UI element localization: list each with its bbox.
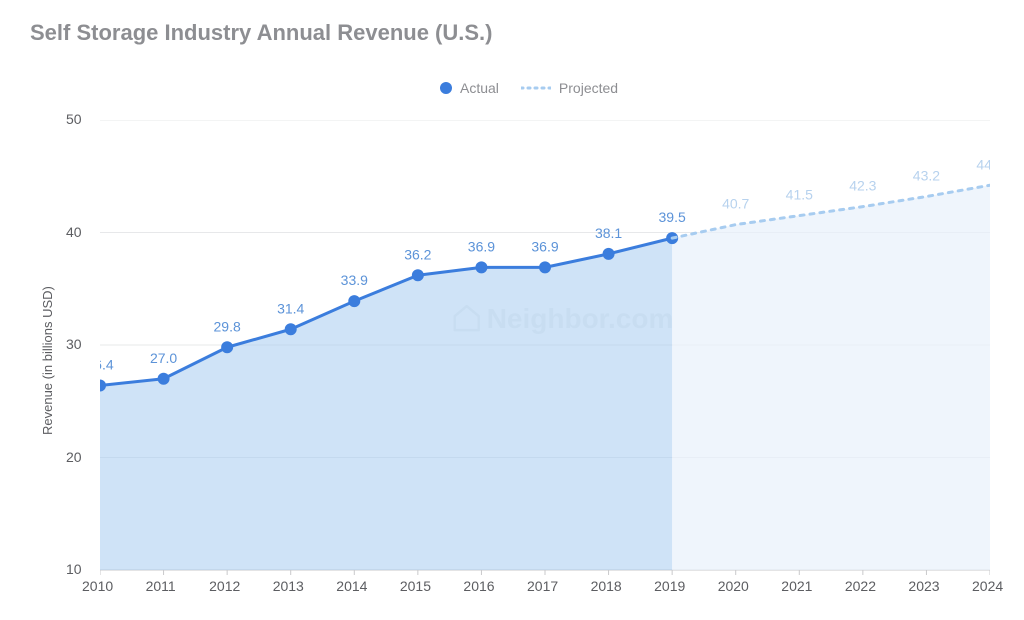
data-label: 36.2 (404, 246, 431, 262)
data-label: 40.7 (722, 196, 749, 212)
y-axis-label: Revenue (in billions USD) (40, 286, 55, 435)
x-tick-label: 2018 (591, 578, 622, 594)
data-label: 36.9 (531, 238, 558, 254)
data-point (221, 341, 233, 353)
data-label: 27.0 (150, 350, 177, 366)
data-label: 36.9 (468, 238, 495, 254)
data-point (285, 323, 297, 335)
x-tick-label: 2012 (209, 578, 240, 594)
x-tick-label: 2020 (718, 578, 749, 594)
data-label: 31.4 (277, 300, 304, 316)
data-point (158, 373, 170, 385)
x-tick-label: 2010 (82, 578, 113, 594)
x-tick-label: 2024 (972, 578, 1003, 594)
data-label: 41.5 (786, 187, 813, 203)
y-tick-label: 10 (66, 561, 82, 577)
data-label: 26.4 (100, 357, 114, 373)
legend-item-projected: Projected (521, 80, 618, 96)
data-label: 33.9 (341, 272, 368, 288)
svg-text:Neighbor.com: Neighbor.com (487, 303, 674, 334)
data-point (539, 261, 551, 273)
data-label: 29.8 (214, 318, 241, 334)
legend-marker-actual (440, 82, 452, 94)
data-point (348, 295, 360, 307)
legend-marker-projected (521, 83, 551, 93)
chart-title: Self Storage Industry Annual Revenue (U.… (30, 20, 492, 46)
plot-area: Neighbor.com 26.4 27.0 29.8 31.4 33.9 36.2 36.9… (100, 120, 990, 610)
x-tick-label: 2022 (845, 578, 876, 594)
legend-item-actual: Actual (440, 80, 499, 96)
y-tick-label: 30 (66, 336, 82, 352)
y-tick-label: 50 (66, 111, 82, 127)
chart-container: { "title": { "text": "Self Storage Indus… (0, 0, 1024, 620)
data-label: 43.2 (913, 168, 940, 184)
y-tick-label: 40 (66, 224, 82, 240)
data-label: 44.2 (976, 156, 990, 172)
x-tick-label: 2015 (400, 578, 431, 594)
data-label: 38.1 (595, 225, 622, 241)
watermark: Neighbor.com (455, 303, 674, 334)
x-tick-label: 2019 (654, 578, 685, 594)
data-point (412, 269, 424, 281)
x-tick-label: 2014 (336, 578, 367, 594)
x-tick-label: 2023 (908, 578, 939, 594)
x-tick-label: 2017 (527, 578, 558, 594)
x-tick-label: 2016 (463, 578, 494, 594)
x-tick-label: 2021 (781, 578, 812, 594)
data-point (475, 261, 487, 273)
data-label: 39.5 (659, 209, 686, 225)
legend-label-actual: Actual (460, 80, 499, 96)
x-tick-label: 2011 (146, 578, 176, 594)
data-point (603, 248, 615, 260)
x-tick-label: 2013 (273, 578, 304, 594)
y-tick-label: 20 (66, 449, 82, 465)
data-label: 42.3 (849, 178, 876, 194)
legend: Actual Projected (440, 80, 618, 96)
legend-label-projected: Projected (559, 80, 618, 96)
